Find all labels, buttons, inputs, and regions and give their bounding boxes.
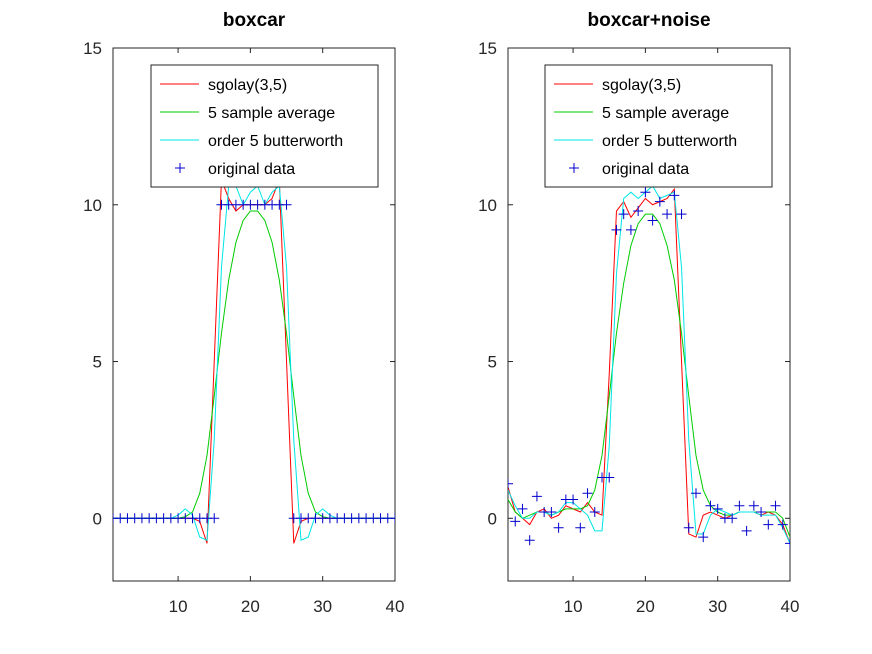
data-point bbox=[546, 507, 557, 518]
series-line-order-5-butterworth bbox=[508, 185, 790, 544]
data-point bbox=[654, 196, 665, 207]
data-point bbox=[705, 500, 716, 511]
data-point bbox=[770, 500, 781, 511]
data-point bbox=[777, 519, 788, 530]
subplot-boxcar-noise: boxcar+noise 10 20 30 40 0 5 10 15 sgolay(3,5) 5 s… bbox=[478, 10, 799, 616]
legend-item-order-5-butterworth: order 5 butterworth bbox=[160, 133, 343, 150]
data-point bbox=[785, 538, 790, 549]
plot-area bbox=[508, 185, 790, 549]
y-tick-label: 5 bbox=[93, 353, 102, 372]
data-point bbox=[517, 503, 528, 514]
x-tick-label: 10 bbox=[564, 597, 583, 616]
y-tick-label: 15 bbox=[83, 39, 102, 58]
data-point bbox=[683, 522, 694, 533]
x-tick-label: 20 bbox=[241, 597, 260, 616]
x-tick-label: 20 bbox=[636, 597, 655, 616]
legend-box bbox=[544, 64, 773, 188]
legend-label: sgolay(3,5) bbox=[602, 77, 681, 94]
legend-label: order 5 butterworth bbox=[602, 133, 737, 150]
x-tick-label: 30 bbox=[313, 597, 332, 616]
legend-item-original-data: original data bbox=[569, 161, 689, 178]
data-point bbox=[625, 224, 636, 235]
data-point bbox=[618, 209, 629, 220]
data-point bbox=[553, 522, 564, 533]
data-point bbox=[741, 525, 752, 536]
series-markers-original-data bbox=[508, 187, 790, 549]
legend-label: 5 sample average bbox=[602, 105, 729, 122]
data-point bbox=[611, 224, 622, 235]
y-tick-label: 10 bbox=[478, 196, 497, 215]
legend: sgolay(3,5) 5 sample average order 5 butte… bbox=[150, 64, 379, 188]
data-point bbox=[524, 535, 535, 546]
data-point bbox=[748, 500, 759, 511]
data-point bbox=[647, 215, 658, 226]
x-tick-label: 10 bbox=[169, 597, 188, 616]
legend-marker-swatch bbox=[569, 163, 579, 173]
data-point bbox=[712, 503, 723, 514]
legend: sgolay(3,5) 5 sample average order 5 butte… bbox=[544, 64, 773, 188]
data-point bbox=[390, 513, 395, 524]
plot-area bbox=[113, 179, 395, 544]
data-point bbox=[209, 513, 220, 524]
legend-box bbox=[150, 64, 379, 188]
y-tick-label: 10 bbox=[83, 196, 102, 215]
legend-item-5-sample-average: 5 sample average bbox=[554, 105, 729, 122]
y-tick-label: 15 bbox=[478, 39, 497, 58]
y-tick-label: 0 bbox=[93, 509, 102, 528]
subplot-boxcar: boxcar 10 20 30 40 0 5 10 15 sgolay(3,5) 5 sample … bbox=[83, 10, 404, 616]
data-point bbox=[582, 488, 593, 499]
legend-label: 5 sample average bbox=[208, 105, 335, 122]
legend-label: original data bbox=[208, 161, 295, 178]
chart-title: boxcar+noise bbox=[587, 10, 710, 31]
legend-marker-swatch bbox=[175, 163, 185, 173]
data-point bbox=[633, 206, 644, 217]
legend-label: sgolay(3,5) bbox=[208, 77, 287, 94]
data-point bbox=[669, 190, 680, 201]
data-point bbox=[510, 516, 521, 527]
data-point bbox=[662, 209, 673, 220]
legend-item-sgolay-3-5: sgolay(3,5) bbox=[160, 77, 287, 94]
legend-item-5-sample-average: 5 sample average bbox=[160, 105, 335, 122]
data-point bbox=[531, 491, 542, 502]
x-tick-label: 40 bbox=[386, 597, 405, 616]
x-tick-label: 40 bbox=[781, 597, 800, 616]
legend-item-sgolay-3-5: sgolay(3,5) bbox=[554, 77, 681, 94]
y-tick-label: 0 bbox=[488, 509, 497, 528]
x-tick-label: 30 bbox=[708, 597, 727, 616]
data-point bbox=[763, 519, 774, 530]
axes-box bbox=[112, 47, 396, 582]
data-point bbox=[575, 522, 586, 533]
chart-title: boxcar bbox=[223, 10, 286, 31]
data-point bbox=[589, 507, 600, 518]
y-tick-label: 5 bbox=[488, 353, 497, 372]
legend-item-original-data: original data bbox=[175, 161, 295, 178]
legend-item-order-5-butterworth: order 5 butterworth bbox=[554, 133, 737, 150]
data-point bbox=[508, 478, 513, 489]
legend-label: order 5 butterworth bbox=[208, 133, 343, 150]
axes-box bbox=[507, 47, 791, 582]
legend-label: original data bbox=[602, 161, 689, 178]
data-point bbox=[281, 199, 292, 210]
data-point bbox=[640, 187, 651, 198]
data-point bbox=[676, 209, 687, 220]
data-point bbox=[756, 507, 767, 518]
data-point bbox=[734, 500, 745, 511]
data-point bbox=[568, 494, 579, 505]
data-point bbox=[698, 532, 709, 543]
data-point bbox=[691, 488, 701, 499]
data-point bbox=[604, 472, 615, 483]
data-point bbox=[727, 513, 738, 524]
series-markers-original-data bbox=[113, 199, 395, 524]
